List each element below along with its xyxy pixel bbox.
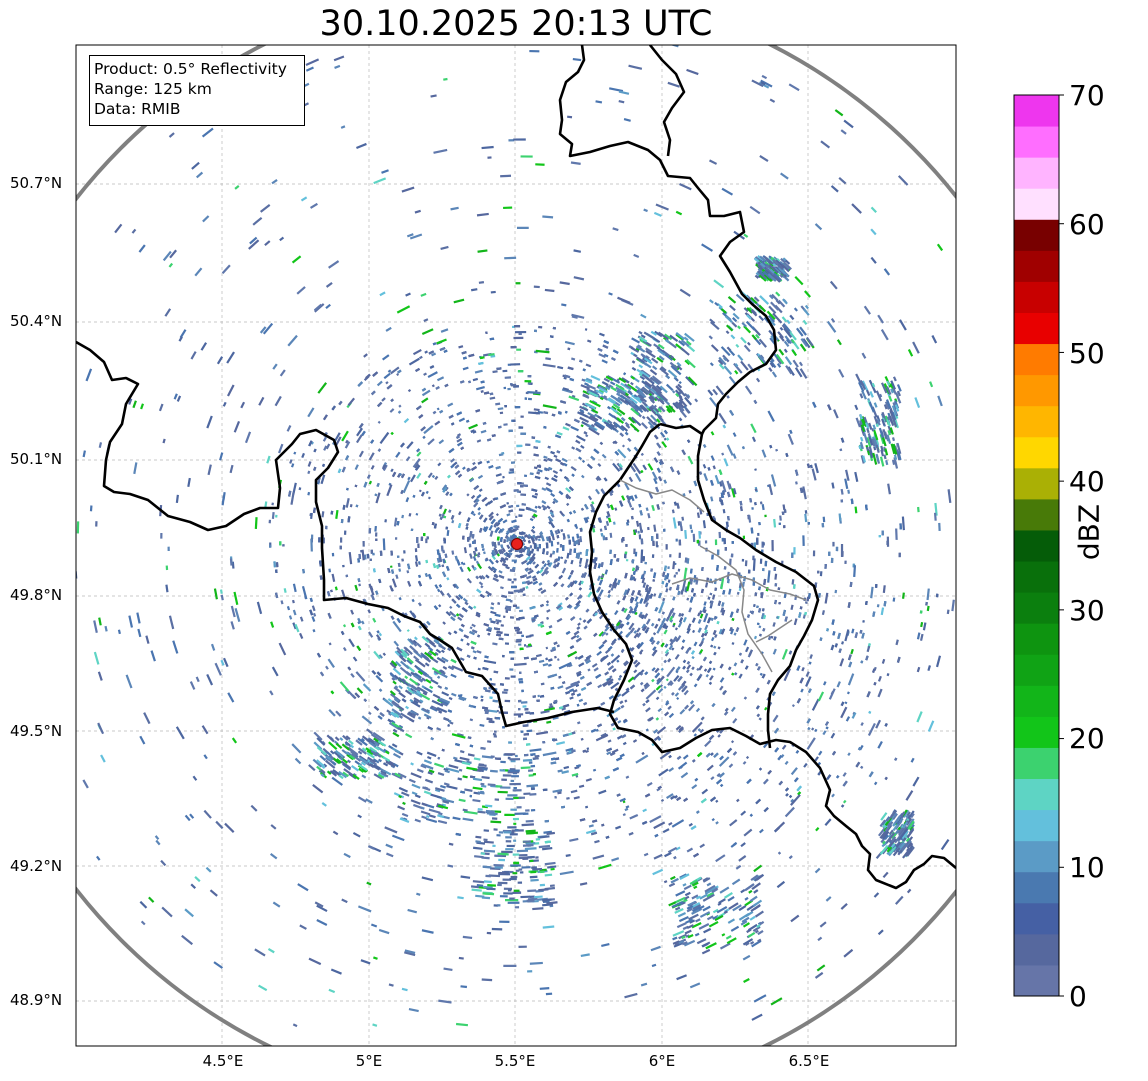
border-province-2 (671, 573, 807, 601)
lat-tick-label: 48.9°N (10, 991, 63, 1009)
country-borders (76, 45, 956, 890)
radar-site-marker (511, 538, 523, 550)
plot-frame (75, 44, 957, 1047)
colorbar-tick-label: 50 (1069, 337, 1105, 370)
colorbar-segment (1014, 933, 1059, 966)
colorbar-segment (1014, 778, 1059, 811)
colorbar-segment (1014, 188, 1059, 220)
colorbar-segment (1014, 343, 1059, 376)
lon-tick-label: 4.5°E (202, 1052, 244, 1070)
colorbar-segment (1014, 871, 1059, 904)
colorbar-segment (1014, 561, 1059, 593)
colorbar-tick-label: 0 (1069, 980, 1087, 1013)
colorbar-segment (1014, 654, 1059, 686)
lat-tick-label: 49.5°N (10, 722, 63, 740)
colorbar-segment (1014, 716, 1059, 748)
info-product: Product: 0.5° Reflectivity (94, 60, 287, 78)
graticule (76, 45, 956, 1046)
border-province-1 (619, 479, 705, 513)
colorbar-segment (1014, 685, 1059, 717)
lon-tick-label: 5.5°E (494, 1052, 536, 1070)
colorbar-segment (1014, 809, 1059, 842)
info-range: Range: 125 km (94, 80, 212, 98)
colorbar-segment (1014, 157, 1059, 189)
colorbar-segment (1014, 467, 1059, 500)
colorbar-segment (1014, 747, 1059, 780)
colorbar-tick-label: 30 (1069, 594, 1105, 627)
border-belgium-germany (558, 45, 778, 435)
colorbar-segment (1014, 405, 1059, 438)
colorbar-segment (1014, 219, 1059, 251)
colorbar (1013, 94, 1064, 997)
map-title: 30.10.2025 20:13 UTC (319, 4, 713, 44)
colorbar-segment (1014, 902, 1059, 935)
reflectivity-echoes (76, 45, 955, 1028)
lon-tick-label: 5°E (355, 1052, 383, 1070)
border-province-3 (699, 545, 773, 673)
lat-tick-label: 50.1°N (10, 450, 63, 468)
colorbar-segment (1014, 964, 1059, 997)
colorbar-segment (1014, 592, 1059, 624)
colorbar-segment (1014, 126, 1059, 158)
border-belgium-france (76, 340, 615, 728)
colorbar-segment (1014, 95, 1059, 127)
colorbar-segment (1014, 250, 1059, 282)
border-germany-north (648, 45, 686, 157)
border-belgium-luxembourg (588, 422, 956, 890)
border-province-4 (755, 619, 793, 643)
border-luxembourg-germany (659, 422, 820, 749)
info-box: Product: 0.5° Reflectivity Range: 125 km… (89, 55, 305, 126)
colorbar-segment (1014, 312, 1059, 345)
colorbar-segment (1014, 529, 1059, 562)
lat-tick-label: 50.7°N (10, 174, 63, 192)
colorbar-segment (1014, 281, 1059, 313)
info-data: Data: RMIB (94, 100, 181, 118)
colorbar-tick-label: 70 (1069, 79, 1105, 112)
colorbar-segment (1014, 374, 1059, 407)
colorbar-tick-label: 10 (1069, 851, 1105, 884)
lon-tick-label: 6°E (648, 1052, 676, 1070)
colorbar-tick-label: 20 (1069, 722, 1105, 755)
lat-tick-label: 50.4°N (10, 312, 63, 330)
lon-tick-label: 6.5°E (788, 1052, 830, 1070)
colorbar-segment (1014, 623, 1059, 655)
lat-tick-label: 49.8°N (10, 586, 63, 604)
lat-tick-label: 49.2°N (10, 857, 63, 875)
colorbar-tick-label: 40 (1069, 465, 1105, 498)
colorbar-segment (1014, 498, 1059, 531)
colorbar-unit-label: dBZ (1072, 503, 1106, 561)
colorbar-segment (1014, 840, 1059, 873)
colorbar-frame (1013, 94, 1060, 997)
colorbar-segment (1014, 436, 1059, 469)
colorbar-tick-label: 60 (1069, 208, 1105, 241)
